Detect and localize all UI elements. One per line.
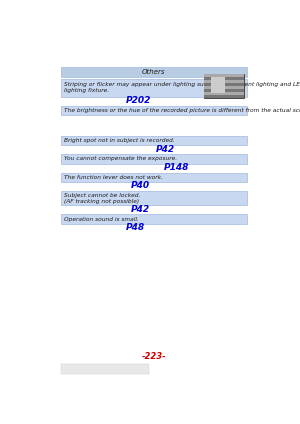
Text: The function lever does not work.: The function lever does not work.	[64, 175, 162, 180]
Text: P48: P48	[126, 223, 145, 232]
Text: P202: P202	[126, 96, 152, 105]
Bar	[61, 136, 247, 145]
Bar	[204, 86, 244, 89]
Text: P42: P42	[155, 145, 175, 153]
Bar	[61, 78, 247, 97]
Bar	[211, 77, 225, 93]
Bar	[204, 77, 244, 80]
Text: Operation sound is small.: Operation sound is small.	[64, 217, 138, 221]
Text: Bright spot not in subject is recorded.: Bright spot not in subject is recorded.	[64, 138, 174, 143]
Bar	[204, 89, 244, 92]
Bar	[61, 154, 247, 164]
Text: P40: P40	[131, 181, 150, 190]
Bar	[204, 95, 244, 98]
Bar	[204, 80, 244, 83]
Text: P42: P42	[131, 205, 150, 214]
Bar	[204, 74, 244, 77]
Bar	[61, 106, 247, 115]
Bar	[204, 74, 244, 98]
Bar	[61, 191, 247, 205]
Text: You cannot compensate the exposure.: You cannot compensate the exposure.	[64, 156, 177, 162]
Bar	[61, 364, 149, 374]
Bar	[61, 173, 247, 182]
Text: Others: Others	[142, 69, 166, 75]
Bar	[204, 83, 244, 86]
Bar	[61, 215, 247, 223]
Text: Subject cannot be locked.
(AF tracking not possible): Subject cannot be locked. (AF tracking n…	[64, 192, 140, 204]
Text: -223-: -223-	[141, 351, 166, 361]
Text: Striping or flicker may appear under lighting such as fluorescent lighting and L: Striping or flicker may appear under lig…	[64, 82, 300, 93]
Text: P148: P148	[164, 163, 189, 172]
Bar	[204, 92, 244, 95]
Text: The brightness or the hue of the recorded picture is different from the actual s: The brightness or the hue of the recorde…	[64, 108, 300, 113]
Bar	[61, 67, 247, 77]
